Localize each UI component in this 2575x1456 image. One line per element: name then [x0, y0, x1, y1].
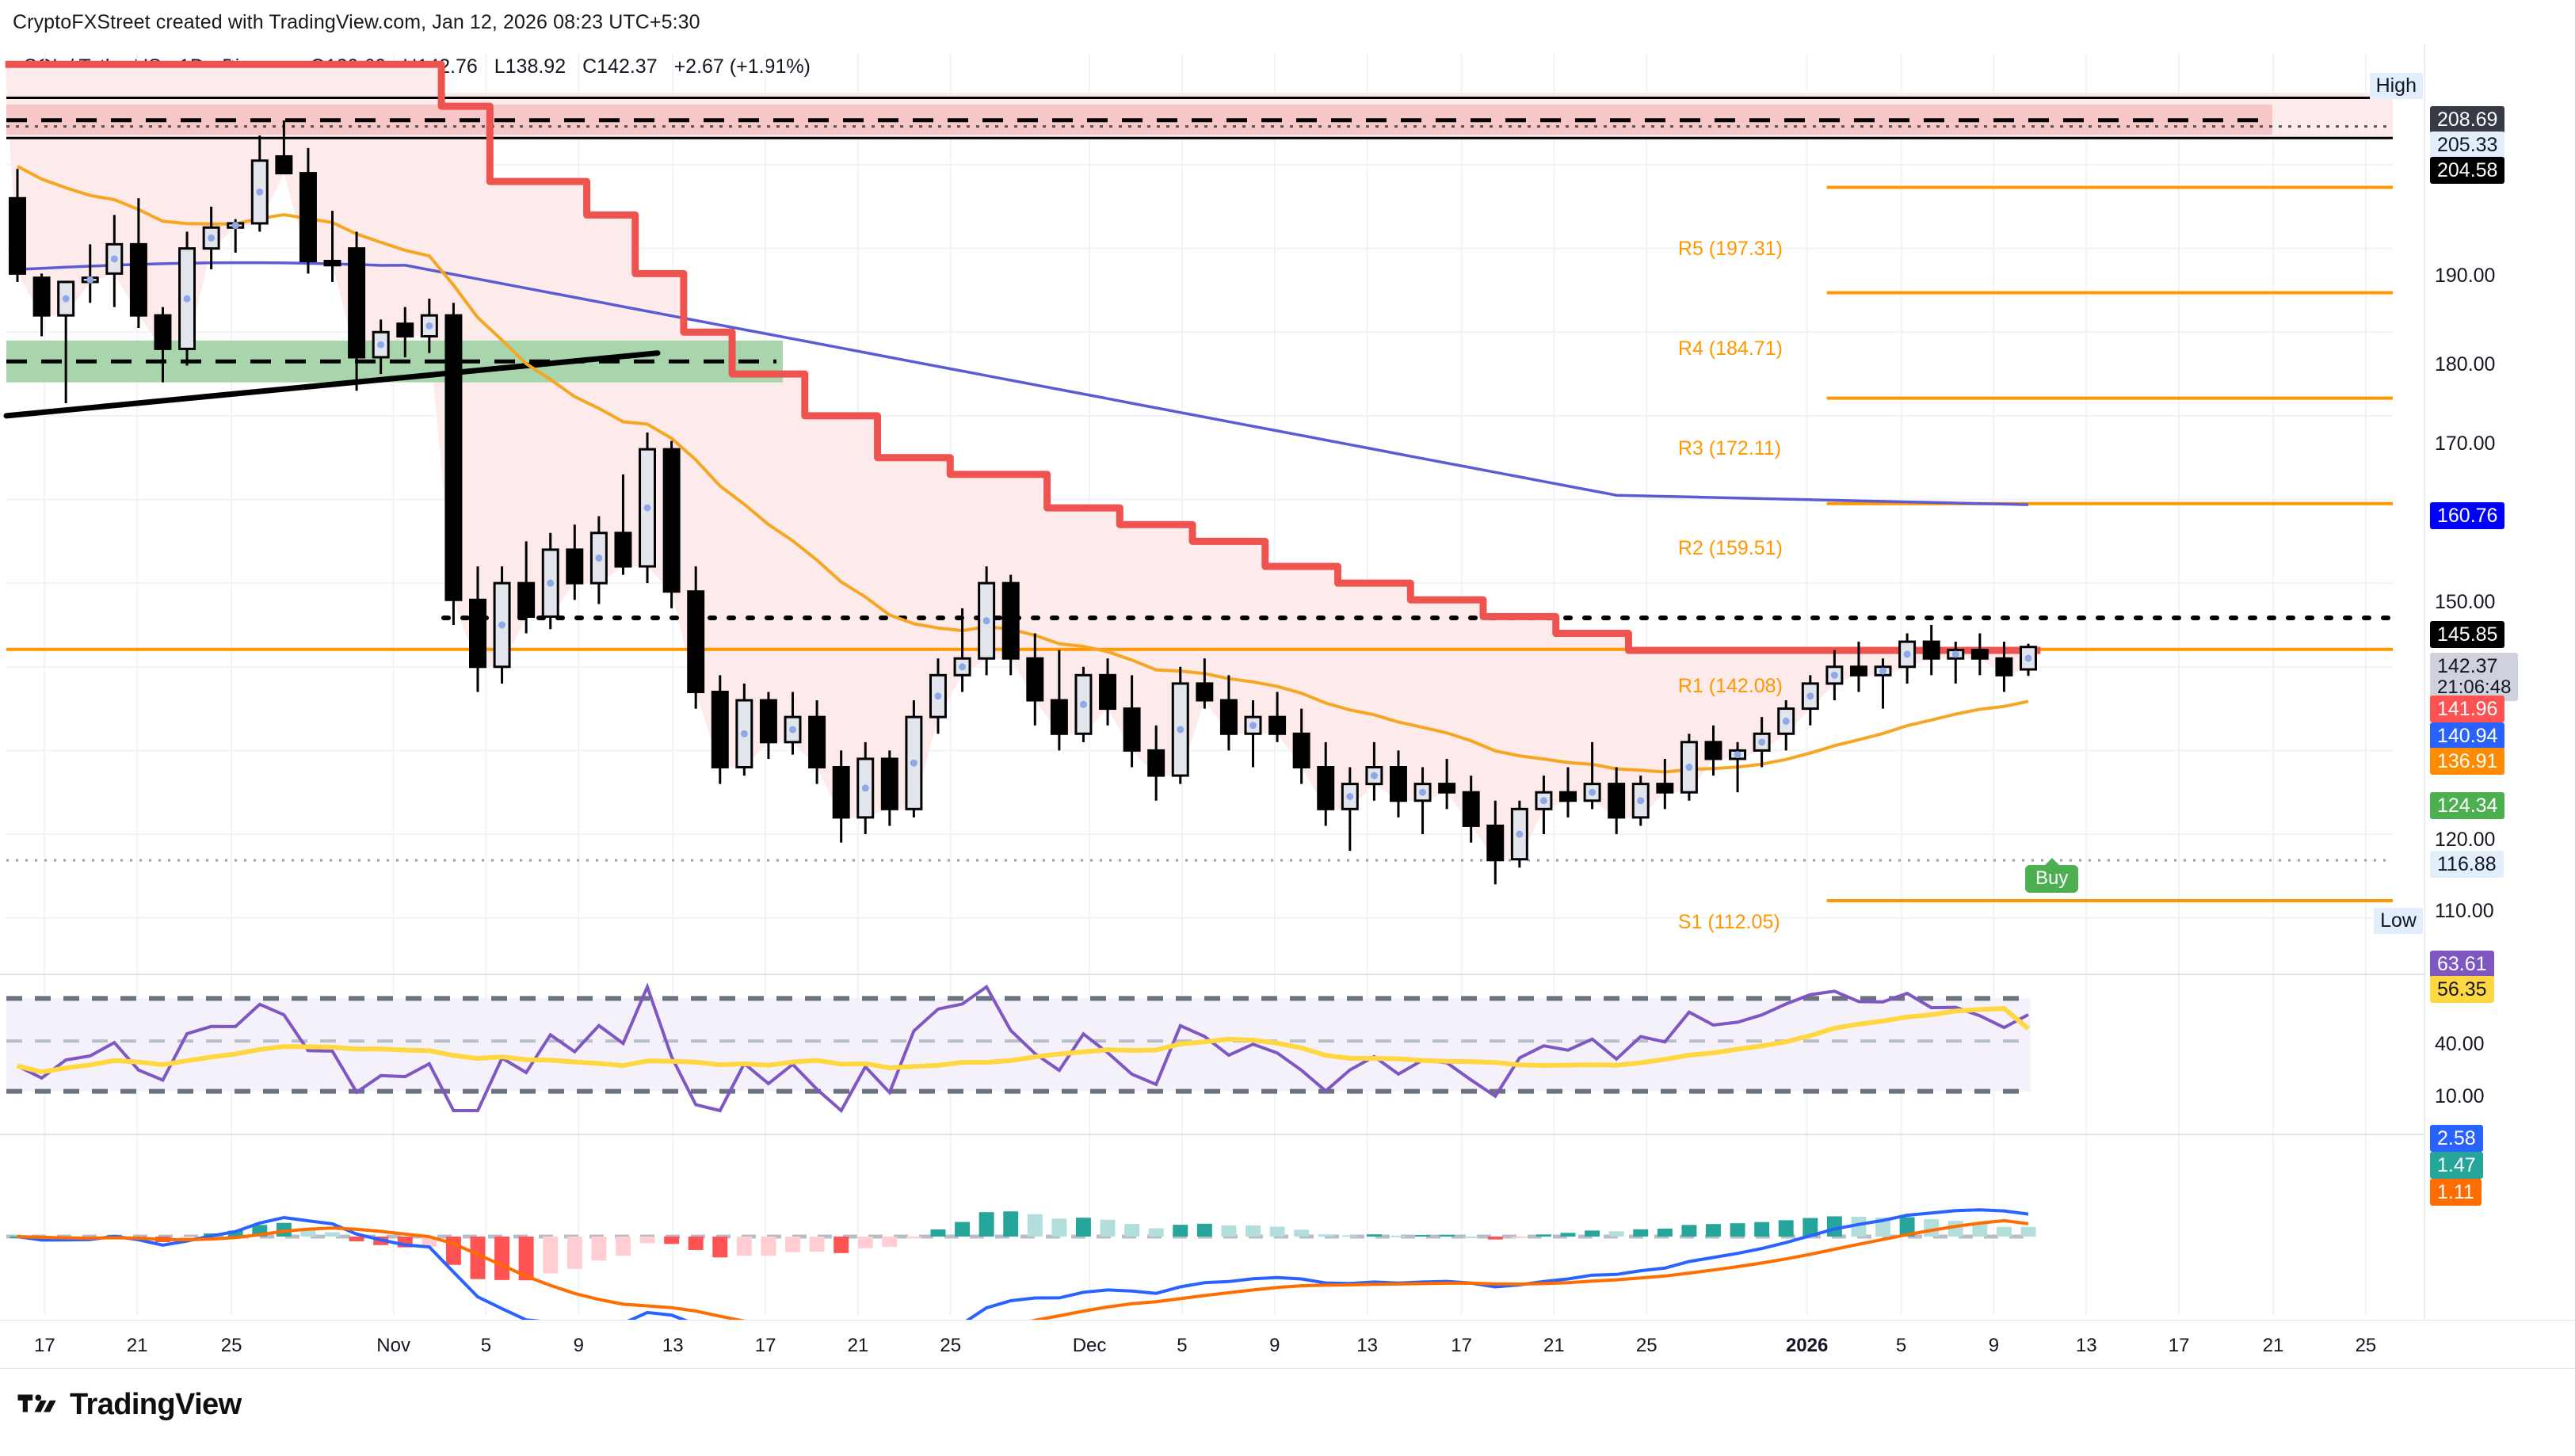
pivot-label-r5: R5 (197.31) — [1677, 238, 1783, 260]
price-value-pill[interactable]: 124.34 — [2430, 792, 2505, 819]
ohlc-change: +2.67 (+1.91%) — [673, 55, 811, 78]
tradingview-wordmark: TradingView — [70, 1388, 242, 1421]
price-pane[interactable] — [0, 0, 2575, 1410]
time-tick: 25 — [2355, 1335, 2377, 1356]
time-tick: 9 — [1988, 1335, 2000, 1356]
tradingview-logo[interactable]: TradingView — [17, 1388, 242, 1422]
candlestick-series[interactable] — [9, 120, 2037, 885]
time-tick: 17 — [2168, 1335, 2190, 1356]
time-tick: 25 — [220, 1335, 242, 1356]
pivot-label-s1: S1 (112.05) — [1677, 911, 1780, 933]
time-tick: 17 — [1451, 1335, 1472, 1356]
price-tick: 10.00 — [2435, 1085, 2485, 1107]
time-tick: 5 — [1895, 1335, 1907, 1356]
time-tick: 13 — [1356, 1335, 1378, 1356]
time-tick: 13 — [2075, 1335, 2097, 1356]
time-tick: 5 — [480, 1335, 492, 1356]
time-tick: 21 — [126, 1335, 148, 1356]
time-tick: 13 — [662, 1335, 684, 1356]
supertrend-line[interactable] — [5, 60, 2041, 654]
time-tick: 9 — [1269, 1335, 1280, 1356]
countdown-timer: 21:06:48 — [2437, 677, 2512, 698]
time-tick: 5 — [1177, 1335, 1188, 1356]
swing-low-tag: Low — [2374, 908, 2423, 934]
price-value-pill[interactable]: 208.69 — [2430, 106, 2505, 133]
price-value-pill[interactable]: 140.94 — [2430, 722, 2505, 749]
buy-signal-marker[interactable]: Buy — [2025, 865, 2079, 893]
price-axis[interactable]: 200.00190.00180.00170.00150.00120.00110.… — [2424, 44, 2575, 1367]
time-tick: 2026 — [1785, 1335, 1829, 1356]
watermark-credit: CryptoFXStreet created with TradingView.… — [13, 11, 700, 33]
time-tick: 17 — [33, 1335, 55, 1356]
pivot-label-r1: R1 (142.08) — [1677, 675, 1783, 697]
ohlc-close: C142.37 — [582, 55, 658, 78]
swing-high-tag: High — [2369, 73, 2423, 99]
price-value-pill[interactable]: 63.61 — [2430, 951, 2494, 978]
price-tick: 120.00 — [2435, 829, 2496, 851]
macd-line[interactable] — [17, 1208, 2029, 1356]
tradingview-logo-icon — [17, 1394, 56, 1412]
price-tick: 40.00 — [2435, 1033, 2485, 1055]
trendline[interactable] — [3, 350, 661, 419]
time-tick: 21 — [847, 1335, 869, 1356]
time-tick: Dec — [1072, 1335, 1107, 1356]
price-tick: 110.00 — [2435, 900, 2494, 922]
ohlc-low: L138.92 — [494, 55, 566, 78]
price-value-pill[interactable]: 160.76 — [2430, 502, 2505, 529]
time-tick: 21 — [2262, 1335, 2284, 1356]
time-tick: 25 — [1635, 1335, 1658, 1356]
price-value-pill[interactable]: 205.33 — [2430, 131, 2505, 158]
price-tick: 150.00 — [2435, 591, 2496, 613]
price-tick: 180.00 — [2435, 353, 2496, 375]
price-value-pill[interactable]: 142.37 21:06:48 — [2430, 653, 2519, 701]
price-value-pill[interactable]: 56.35 — [2430, 976, 2494, 1003]
time-tick: 25 — [940, 1335, 962, 1356]
rsi-ma-line[interactable] — [17, 1006, 2030, 1075]
time-axis[interactable]: 17 21 25 Nov 5 9 13 17 21 25 Dec 5 9 13 17 21 25 2026 5 9 13… — [0, 1320, 2575, 1369]
rsi-line[interactable] — [17, 982, 2029, 1114]
time-tick: 17 — [754, 1335, 776, 1356]
price-value-pill[interactable]: 204.58 — [2430, 157, 2505, 184]
price-value-pill[interactable]: 1.47 — [2430, 1152, 2483, 1179]
time-tick: 21 — [1543, 1335, 1565, 1356]
price-tick: 190.00 — [2435, 265, 2496, 287]
price-tick: 170.00 — [2435, 433, 2496, 455]
price-value-pill[interactable]: 145.85 — [2430, 621, 2505, 648]
price-value-pill[interactable]: 141.96 — [2430, 696, 2505, 722]
time-tick: 9 — [573, 1335, 584, 1356]
pivot-label-r4: R4 (184.71) — [1677, 337, 1783, 360]
price-value-pill[interactable]: 1.11 — [2430, 1179, 2482, 1206]
time-tick: Nov — [376, 1335, 410, 1356]
price-value-pill[interactable]: 2.58 — [2430, 1125, 2483, 1152]
price-value-pill[interactable]: 116.88 — [2430, 851, 2504, 878]
pivot-label-r3: R3 (172.11) — [1677, 437, 1782, 459]
price-value-pill[interactable]: 136.91 — [2430, 748, 2505, 775]
supertrend-cloud — [5, 64, 2041, 860]
pivot-label-r2: R2 (159.51) — [1677, 537, 1783, 559]
